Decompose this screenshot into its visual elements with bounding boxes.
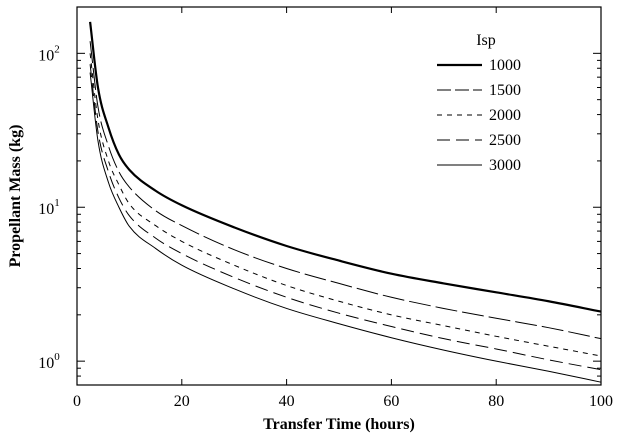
axis-frame — [76, 6, 602, 386]
axes: 0 20 40 60 80 100 100 101 102 Transfer Time (hour… — [7, 6, 613, 433]
legend-label-1000: 1000 — [489, 57, 521, 74]
x-tick-label: 100 — [589, 393, 613, 410]
legend-label-2000: 2000 — [489, 107, 521, 124]
x-tick-label: 20 — [174, 393, 190, 410]
y-tick-label: 100 — [38, 351, 60, 372]
plot-area — [89, 21, 602, 383]
y-axis-label: Propellant Mass (kg) — [7, 125, 24, 268]
legend: Isp 1000 1500 2000 2500 3000 — [437, 32, 521, 174]
series-line-1500 — [89, 41, 602, 340]
x-tick-label: 60 — [383, 393, 399, 410]
series-line-2500 — [89, 64, 602, 371]
x-axis-label: Transfer Time (hours) — [263, 416, 415, 433]
series-line-2000 — [89, 53, 602, 357]
x-tick-label: 0 — [73, 393, 81, 410]
legend-label-1500: 1500 — [489, 82, 521, 99]
legend-label-2500: 2500 — [489, 132, 521, 149]
series-line-3000 — [89, 72, 602, 383]
x-tick-label: 40 — [279, 393, 295, 410]
series-line-1000 — [89, 21, 602, 313]
y-tick-label: 102 — [38, 43, 60, 64]
legend-title: Isp — [476, 32, 496, 49]
legend-label-3000: 3000 — [489, 157, 521, 174]
y-tick-label: 101 — [38, 197, 60, 218]
x-tick-label: 80 — [488, 393, 504, 410]
